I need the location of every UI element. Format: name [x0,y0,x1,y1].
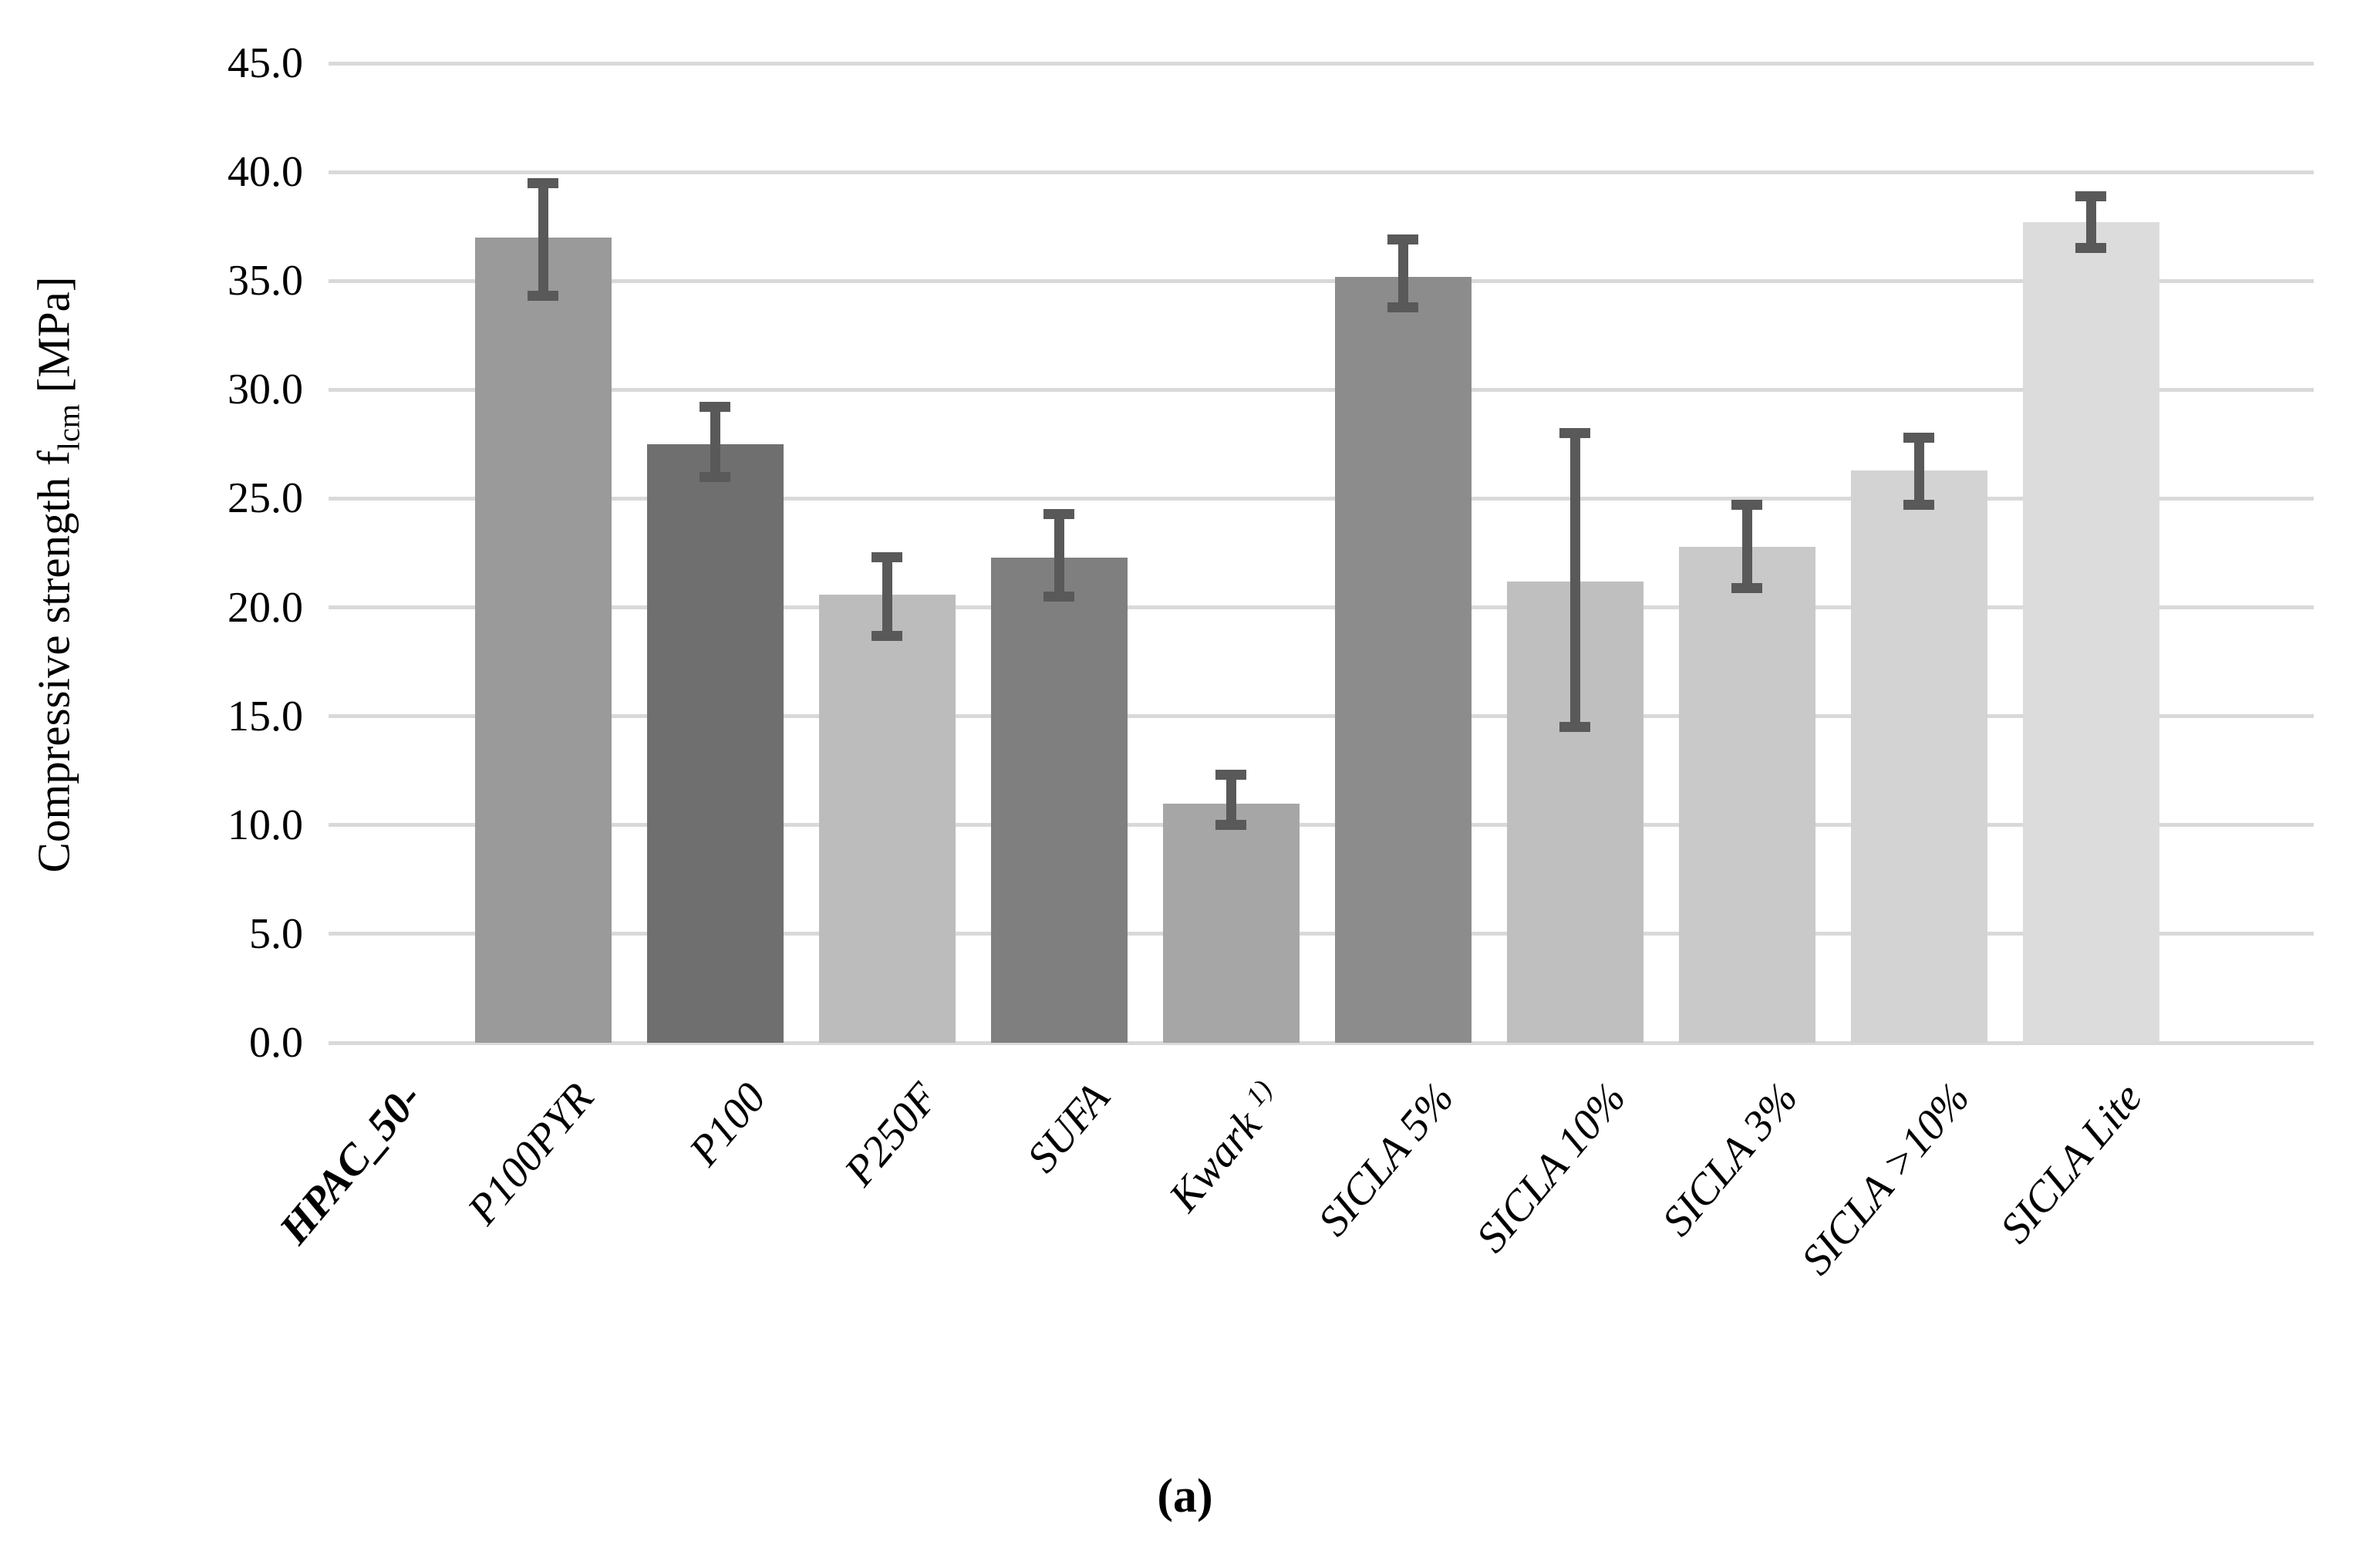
x-category-label-superscript: 1) [1239,1074,1279,1112]
gridline-10.0 [329,823,2314,828]
figure-caption: (a) [1157,1470,1213,1522]
x-category-label-SICLA >10%: SICLA >10% [1792,1074,1980,1284]
y-tick-label: 45.0 [228,39,303,87]
y-tick-label: 25.0 [228,474,303,523]
error-bar-bottom-cap-Kwark [1215,820,1246,831]
gridline-35.0 [329,278,2314,283]
error-bar-bottom-cap-SICLA 10% [1559,722,1590,733]
error-bar-stem-P100 [710,406,720,477]
y-axis-title-text: Compressive strength flcm [MPa] [28,276,86,873]
gridline-45.0 [329,61,2314,66]
error-bar-stem-SUFA [1054,514,1064,597]
error-bar-top-cap-SICLA 3% [1731,500,1762,511]
x-category-label-P100PYR: P100PYR [458,1074,604,1234]
x-category-label-SICLA 5%: SICLA 5% [1309,1074,1464,1246]
error-bar-stem-P100PYR [538,183,548,296]
error-bar-top-cap-SUFA [1043,508,1074,519]
bar-SICLA 3% [1678,546,1815,1043]
error-bar-stem-SICLA 3% [1741,504,1752,588]
gridline-30.0 [329,387,2314,392]
bar-SICLA >10% [1850,470,1987,1043]
error-bar-bottom-cap-P250F [871,630,902,641]
error-bar-top-cap-SICLA 5% [1387,234,1418,245]
y-axis-title-post: [MPa] [28,276,79,405]
error-bar-stem-P250F [882,557,892,636]
bar-SUFA [990,557,1128,1043]
error-bar-bottom-cap-P100 [700,471,730,482]
gridline-40.0 [329,170,2314,174]
gridline-5.0 [329,932,2314,936]
plot-area [329,61,2314,1045]
error-bar-top-cap-SICLA >10% [1903,432,1934,443]
bar-P250F [818,594,956,1043]
gridline-25.0 [329,496,2314,501]
error-bar-bottom-cap-SICLA 3% [1731,582,1762,593]
y-axis-title-pre: Compressive strength f [28,450,79,873]
y-tick-label: 10.0 [228,801,303,849]
bar-SICLA 5% [1334,276,1472,1043]
error-bar-stem-SICLA 10% [1569,433,1580,727]
error-bar-top-cap-P100 [700,402,730,413]
y-tick-label: 5.0 [249,909,303,958]
y-tick-label: 0.0 [249,1019,303,1067]
y-tick-label: 20.0 [228,583,303,632]
error-bar-bottom-cap-SICLA Lite [2075,243,2106,254]
gridline-0.0 [329,1040,2314,1045]
y-tick-label: 35.0 [228,257,303,305]
bar-P100 [646,443,784,1043]
error-bar-top-cap-P250F [871,552,902,563]
x-category-label-P250F: P250F [834,1074,948,1195]
x-category-label-SICLA Lite: SICLA Lite [1991,1074,2152,1253]
error-bar-top-cap-Kwark [1215,770,1246,781]
gridline-20.0 [329,605,2314,610]
error-bar-stem-SICLA 5% [1397,239,1408,308]
error-bar-stem-Kwark [1225,774,1236,825]
error-bar-bottom-cap-P100PYR [528,291,558,302]
y-tick-label: 40.0 [228,148,303,197]
x-category-label-HPAC_50-: HPAC_50- [270,1074,432,1253]
error-bar-bottom-cap-SUFA [1043,591,1074,602]
error-bar-top-cap-SICLA Lite [2075,191,2106,201]
error-bar-top-cap-P100PYR [528,177,558,188]
error-bar-top-cap-SICLA 10% [1559,428,1590,439]
error-bar-bottom-cap-SICLA >10% [1903,500,1934,511]
error-bar-bottom-cap-SICLA 5% [1387,302,1418,312]
y-axis-title-subscript: lcm [51,404,86,451]
x-category-label-SICLA 10%: SICLA 10% [1467,1074,1636,1262]
x-category-label-SICLA 3%: SICLA 3% [1653,1074,1808,1246]
bar-Kwark [1162,803,1300,1043]
error-bar-stem-SICLA Lite [2085,196,2096,248]
x-category-label-Kwark: Kwark 1) [1160,1074,1279,1221]
bar-SICLA Lite [2022,222,2159,1043]
bar-P100PYR [474,237,612,1043]
error-bar-stem-SICLA >10% [1913,437,1924,505]
x-category-label-P100: P100 [679,1074,776,1175]
y-tick-label: 15.0 [228,692,303,740]
gridline-15.0 [329,714,2314,719]
y-tick-label: 30.0 [228,366,303,414]
x-category-label-SUFA: SUFA [1018,1074,1120,1182]
